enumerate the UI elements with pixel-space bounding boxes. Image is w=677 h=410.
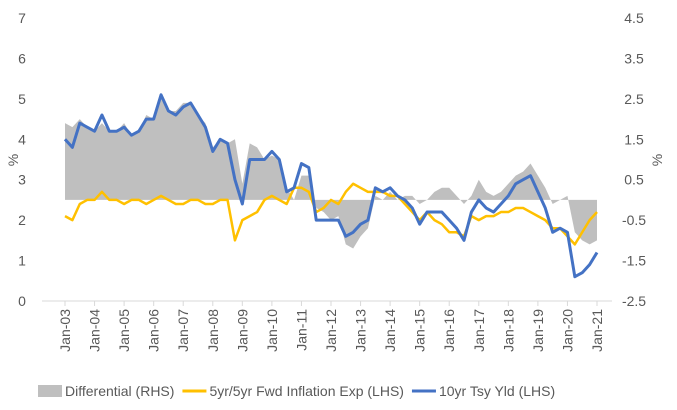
x-tick-label: Jan-17 — [471, 309, 487, 352]
y2-tick-label: -2.5 — [622, 293, 646, 309]
y2-tick-label: 4.5 — [624, 10, 644, 26]
y2-tick-label: 3.5 — [624, 50, 644, 66]
y2-axis-label: % — [649, 154, 665, 166]
x-tick-label: Jan-04 — [87, 309, 103, 352]
x-tick-label: Jan-08 — [205, 309, 221, 352]
y-tick-label: 0 — [18, 293, 26, 309]
y-tick-label: 2 — [18, 212, 26, 228]
x-tick-label: Jan-19 — [530, 309, 546, 352]
y-tick-label: 5 — [18, 91, 26, 107]
y-tick-label: 6 — [18, 50, 26, 66]
x-tick-label: Jan-20 — [559, 309, 575, 352]
legend-label: 10yr Tsy Yld (LHS) — [439, 383, 555, 399]
x-tick-label: Jan-14 — [382, 309, 398, 352]
x-tick-label: Jan-15 — [412, 309, 428, 352]
legend-label: 5yr/5yr Fwd Inflation Exp (LHS) — [209, 383, 404, 399]
y2-tick-label: -0.5 — [622, 212, 646, 228]
y2-tick-label: 1.5 — [624, 131, 644, 147]
legend-label: Differential (RHS) — [65, 383, 174, 399]
y-tick-label: 4 — [18, 131, 26, 147]
x-tick-label: Jan-11 — [293, 309, 309, 351]
y-tick-label: 3 — [18, 172, 26, 188]
line — [63, 93, 599, 279]
area — [65, 98, 597, 249]
x-tick-label: Jan-18 — [500, 309, 516, 352]
x-tick-label: Jan-07 — [175, 309, 191, 352]
x-tick-label: Jan-12 — [323, 309, 339, 352]
y2-tick-label: 0.5 — [624, 172, 644, 188]
y-axis-label: % — [5, 154, 21, 166]
x-tick-label: Jan-09 — [234, 309, 250, 352]
x-tick-label: Jan-03 — [57, 309, 73, 352]
x-tick-label: Jan-16 — [441, 309, 457, 352]
legend-swatch — [38, 385, 62, 397]
y-tick-label: 7 — [18, 10, 26, 26]
x-tick-label: Jan-06 — [146, 309, 162, 352]
line — [64, 182, 598, 246]
y2-tick-label: 2.5 — [624, 91, 644, 107]
y2-tick-label: -1.5 — [622, 253, 646, 269]
x-tick-label: Jan-05 — [116, 309, 132, 352]
y-tick-label: 1 — [18, 253, 26, 269]
x-tick-label: Jan-13 — [353, 309, 369, 352]
x-tick-label: Jan-21 — [589, 309, 605, 352]
x-tick-label: Jan-10 — [264, 309, 280, 352]
